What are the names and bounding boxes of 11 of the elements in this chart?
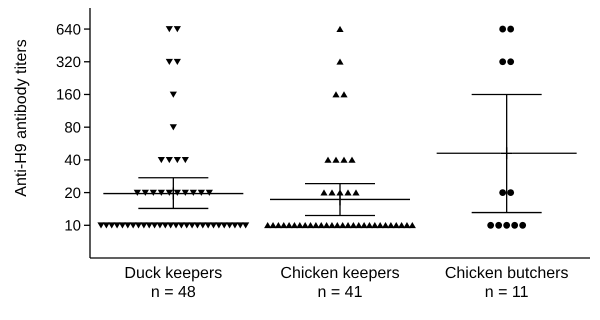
y-tick-label: 640: [56, 21, 81, 38]
y-tick-label: 40: [64, 152, 81, 170]
x-tick-label: Chicken butchers n = 11: [444, 265, 568, 301]
y-tick-label: 20: [64, 184, 81, 202]
y-tick-label: 160: [56, 86, 81, 104]
y-tick-label: 10: [64, 218, 81, 235]
y-tick-label: 80: [64, 119, 81, 136]
y-tick-label: 320: [56, 54, 81, 72]
x-tick-label: Duck keepers n = 48: [124, 265, 222, 301]
y-axis-title: Anti-H9 antibody titers: [13, 39, 30, 197]
x-tick-label: Chicken keepers n = 41: [280, 265, 400, 301]
